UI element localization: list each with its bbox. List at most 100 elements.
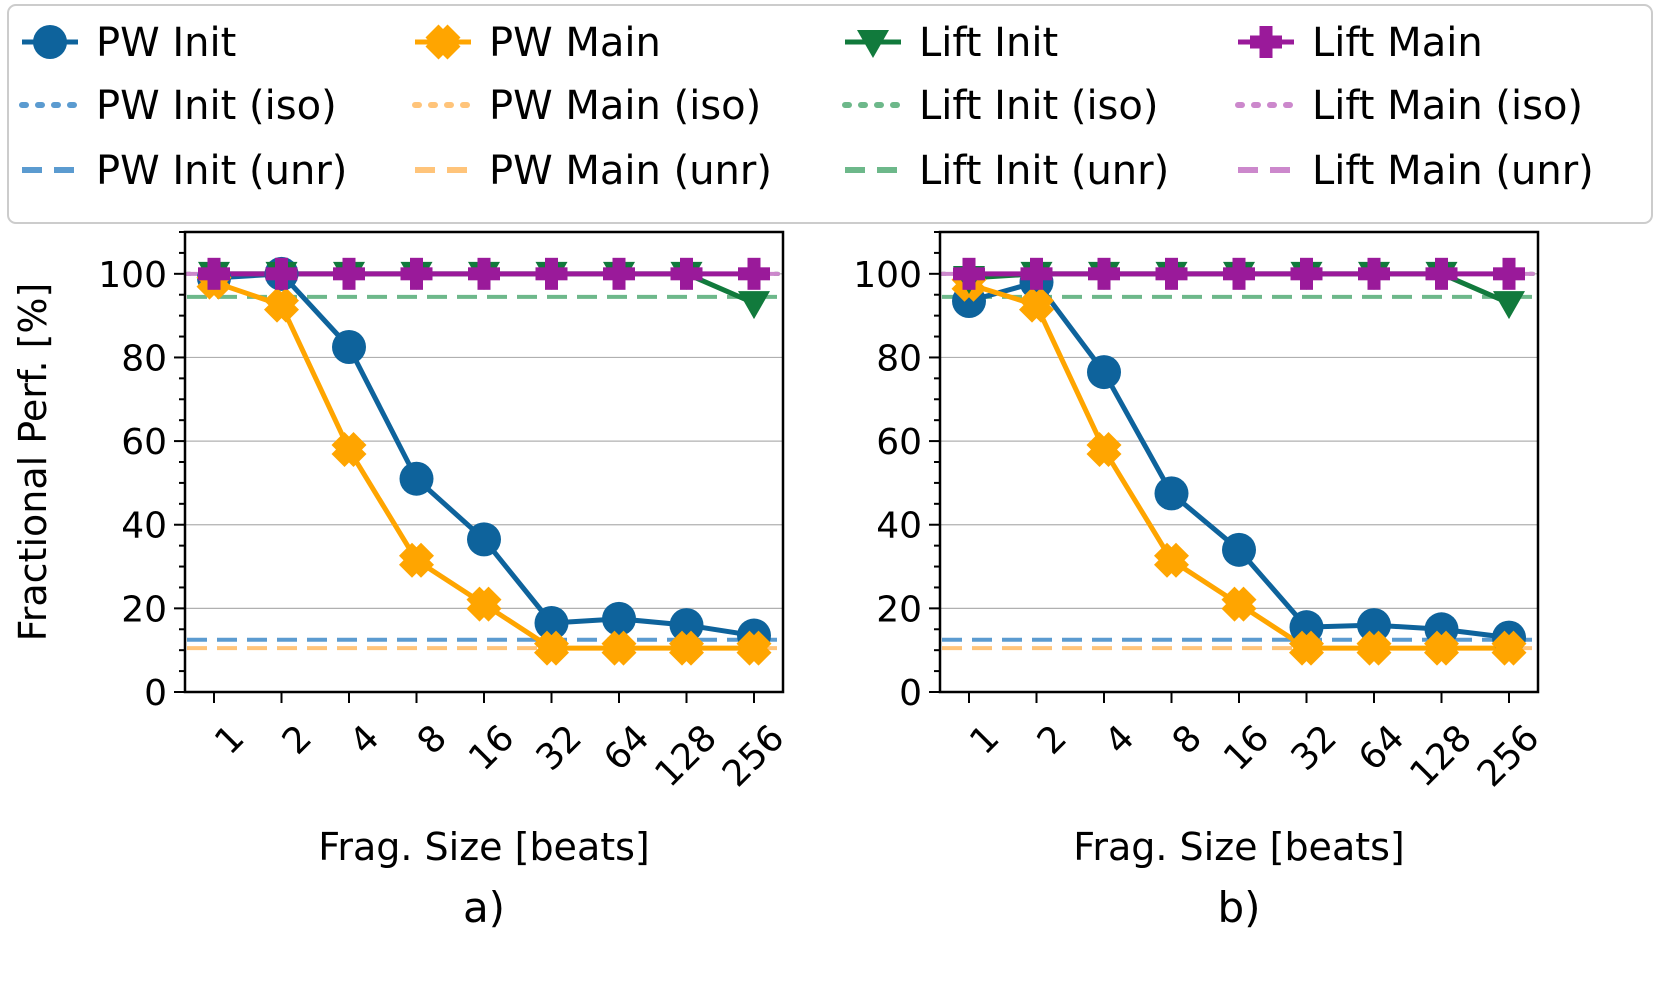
legend-marker-triangle-shape [857, 30, 889, 58]
x-tick-label-256: 256 [1470, 717, 1548, 795]
data-point-pw-main-256-shape [1491, 630, 1527, 666]
data-point-pw-main-8 [1154, 542, 1189, 578]
data-point-pw-main-64-shape [601, 630, 637, 666]
legend-item-lift-init-iso: Lift Init (iso) [842, 83, 1158, 129]
data-point-pw-init-8-shape [1154, 476, 1189, 511]
data-point-lift-main-32 [1290, 257, 1323, 290]
data-point-pw-main-8-shape [399, 542, 434, 578]
data-point-lift-main-128 [670, 257, 703, 290]
legend-item-lift-main-unr: Lift Main (unr) [1238, 148, 1594, 194]
data-point-pw-init-16 [467, 522, 501, 557]
legend: PW Init PW Main Lift Init Lift Main PW Init … [7, 4, 1653, 224]
data-point-pw-init-4 [1087, 355, 1121, 390]
data-point-lift-main-1 [953, 257, 985, 290]
legend-label: Lift Init (iso) [919, 83, 1158, 129]
legend-marker-plus-shape-v [1259, 26, 1273, 58]
y-tick-label-40: 40 [121, 506, 167, 547]
data-point-lift-main-8-shape-v [1165, 257, 1178, 290]
data-point-pw-init-4-shape [1087, 355, 1121, 390]
x-tick-label-1: 1 [207, 717, 252, 762]
series-points-lift-main [198, 257, 770, 290]
data-point-pw-main-128-shape [669, 630, 704, 666]
x-tick-label-2: 2 [1030, 717, 1075, 762]
data-point-lift-main-64-shape-v [612, 257, 626, 290]
data-point-lift-main-16-shape-v [1232, 257, 1246, 290]
data-point-pw-main-4-shape [331, 431, 367, 467]
y-axis-label: Fractional Perf. [%] [11, 283, 55, 642]
x-tick-label-128: 128 [647, 717, 725, 795]
data-point-lift-main-4 [1088, 257, 1120, 290]
data-point-lift-main-128 [1425, 257, 1458, 290]
legend-label: Lift Main (iso) [1312, 83, 1583, 129]
data-point-pw-main-2 [1019, 287, 1054, 323]
data-point-lift-main-32 [535, 257, 568, 290]
x-tick-label-8: 8 [410, 717, 455, 762]
y-tick-label-20: 20 [876, 589, 922, 630]
y-tick-label-20: 20 [121, 589, 167, 630]
series [951, 257, 1527, 666]
legend-item-lift-init-unr: Lift Init (unr) [845, 148, 1169, 194]
panel-label: b) [1217, 883, 1260, 932]
legend-label: PW Main [489, 20, 661, 66]
data-point-pw-main-2-shape [264, 287, 299, 323]
legend-label: PW Init (unr) [96, 148, 347, 194]
data-point-lift-main-32-shape-v [545, 257, 558, 290]
data-point-pw-init-8 [399, 461, 434, 496]
data-point-pw-init-32-shape [534, 606, 569, 640]
y-tick-label-80: 80 [876, 338, 922, 379]
data-point-pw-main-128 [669, 630, 704, 666]
data-point-lift-main-1-shape-v [962, 257, 976, 290]
data-point-pw-main-256 [736, 630, 772, 666]
data-point-lift-main-8 [1155, 257, 1188, 290]
legend-label: PW Main (unr) [489, 148, 772, 194]
data-point-pw-main-8 [399, 542, 434, 578]
data-point-lift-main-128-shape-v [680, 257, 693, 290]
series [196, 256, 772, 666]
data-point-pw-main-2-shape [1019, 287, 1054, 323]
data-point-pw-init-128-shape [669, 608, 704, 643]
data-point-lift-main-4-shape-v [1097, 257, 1111, 290]
data-point-pw-main-16 [466, 586, 502, 622]
y-tick-label-80: 80 [121, 338, 167, 379]
x-tick-label-4: 4 [342, 717, 387, 762]
data-point-pw-init-16-shape [467, 522, 501, 557]
data-point-pw-main-128 [1424, 630, 1459, 666]
y-tick-label-0: 0 [899, 673, 922, 714]
data-point-pw-main-32 [1289, 630, 1324, 666]
legend-marker-x [425, 24, 461, 60]
data-point-lift-main-4 [333, 257, 365, 290]
data-point-lift-main-64-shape-v [1367, 257, 1381, 290]
data-point-pw-main-64 [601, 630, 637, 666]
data-point-pw-main-64 [1356, 630, 1392, 666]
data-point-lift-main-2-shape-v [275, 257, 288, 290]
y-axis: 0 20 40 60 80 100 [98, 231, 185, 714]
y-tick-label-40: 40 [876, 506, 922, 547]
data-point-lift-main-256-shape-v [1502, 257, 1516, 290]
data-point-pw-init-64-shape [602, 601, 636, 636]
data-point-lift-main-8 [400, 257, 433, 290]
data-point-lift-main-4-shape-v [342, 257, 356, 290]
x-tick-label-64: 64 [596, 717, 657, 778]
legend-label: Lift Main [1312, 20, 1483, 66]
data-point-lift-main-32-shape-v [1300, 257, 1313, 290]
data-point-pw-init-64 [1357, 608, 1391, 643]
y-tick-label-60: 60 [121, 422, 167, 463]
legend-label: Lift Init (unr) [919, 148, 1169, 194]
legend-item-lift-main-iso: Lift Main (iso) [1235, 83, 1583, 129]
y-tick-label-100: 100 [98, 255, 167, 296]
data-point-lift-main-256-shape-v [747, 257, 761, 290]
legend-marker-circle [33, 25, 67, 59]
legend-label: PW Init (iso) [96, 83, 337, 129]
x-tick-label-8: 8 [1165, 717, 1210, 762]
series-points-pw-main [196, 264, 772, 666]
legend-item-pw-init-iso: PW Init (iso) [19, 83, 337, 129]
series-points-pw-main [951, 266, 1527, 666]
x-tick-label-4: 4 [1097, 717, 1142, 762]
legend-item-pw-init-unr: PW Init (unr) [22, 148, 347, 194]
legend-label: PW Init [96, 20, 236, 66]
